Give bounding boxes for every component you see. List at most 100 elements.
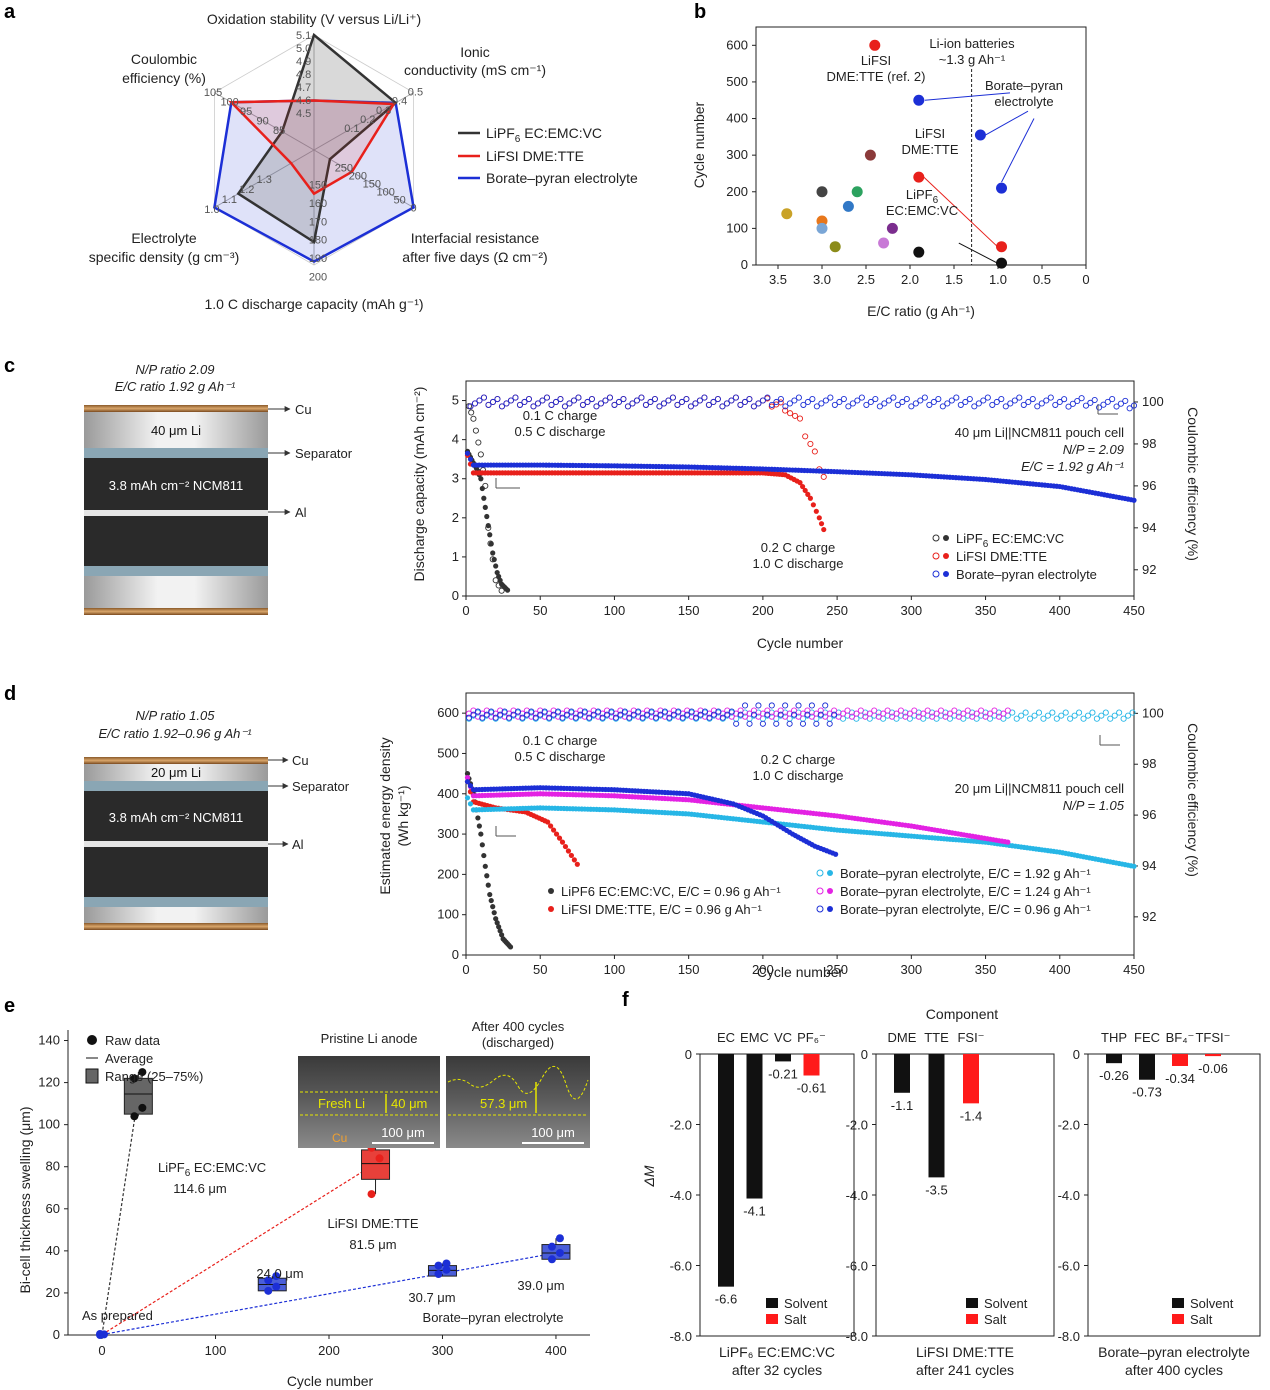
x-tick-label: 450 [1123,603,1145,618]
ce-point [840,395,847,403]
ce-point [995,713,1002,720]
energy-point [568,852,574,859]
d-legend-lipf6: LiPF6 EC:EMC:VC, E/C = 0.96 g Ah⁻¹ [561,884,781,899]
ce-point [468,409,475,416]
ce-point [1080,715,1087,722]
ce-point [1130,402,1138,409]
energy-point [464,775,471,781]
ce-point [1087,399,1094,406]
capacity-point [1131,497,1137,503]
ce-point [687,403,694,410]
radar-tick-label: 0.2 [360,114,375,126]
ce-point [1116,709,1123,716]
ce-point [684,707,691,714]
ce-point [514,708,522,715]
x-tick-label: 2.0 [901,272,919,287]
ce-point [899,398,906,406]
ce-point [656,403,663,410]
capacity-point [482,504,488,510]
y-tick-label: -2.0 [1058,1118,1080,1133]
x-tick-label: 350 [975,603,997,618]
ann-ref-2: DME:TTE (ref. 2) [827,69,926,84]
x-tick-label: 200 [318,1343,340,1358]
ce-point [787,410,794,417]
radar-spoke [214,149,315,208]
ce-point [612,714,619,721]
d-ann-c1: 0.1 C charge [523,733,597,748]
sem-title-after-2: (discharged) [482,1035,554,1050]
raw-data-point [442,1265,451,1274]
ce-point [872,395,879,403]
ce-point [1076,709,1083,716]
scatter-point [842,200,854,212]
raw-data-point [264,1276,273,1285]
ce-point [1104,398,1111,405]
ce-point [492,714,499,721]
panel-label-d: d [4,683,16,705]
ce-point [501,708,508,715]
li-layer [84,764,268,781]
ce-point [964,707,971,714]
ce-point [969,713,976,720]
x-tick-label: 0 [98,1343,105,1358]
capacity-point [813,508,819,514]
legend-salt: Salt [784,1312,807,1327]
ce-point [890,394,897,401]
ce-point [1091,396,1098,404]
ce-point [1129,709,1136,716]
ce-point [670,707,677,714]
ce-point [710,707,717,714]
radar-spoke [313,92,414,151]
ce-point [746,710,753,717]
ce-point [1035,709,1043,716]
radar-tick-label: 200 [309,272,327,284]
ce-point [1069,400,1076,407]
raw-data-point [547,1255,556,1264]
ce-point [1058,712,1065,719]
ce-point [1027,715,1034,722]
ce-point [510,711,517,718]
ce-point [552,398,559,406]
separator-label: Separator [295,446,353,461]
radar-tick-label: 1.0 [204,204,219,216]
raw-data-point [442,1259,451,1268]
bar-category-label: EMC [740,1030,769,1045]
y-tick-label: 40 [46,1243,60,1258]
capacity-point [810,502,816,508]
ce-point [782,407,789,414]
y-tick-label: 20 [46,1285,60,1300]
ce-point [505,714,513,721]
y2-tick-label: 100 [1142,705,1164,720]
ce-point [875,713,882,720]
y-tick-label: -2.0 [670,1118,692,1133]
ce-point [507,397,515,404]
energy-point [485,882,491,888]
ce-point [839,710,847,717]
ce-point [678,398,685,406]
ce-point [827,394,834,401]
ce-point [975,400,982,407]
y-tick-label: 500 [437,745,459,760]
sem-scale-2: 100 μm [531,1125,575,1140]
radar-tick-label: 150 [363,178,381,190]
radar-tick-label: 4.8 [296,69,311,81]
ce-point [786,710,793,717]
y-tick-label: 100 [437,907,459,922]
ce-point [669,394,676,401]
y2-tick-label: 92 [1142,909,1156,924]
y-tick-label: 80 [46,1159,60,1174]
ce-point [1117,400,1124,407]
bar-value-label: -1.4 [960,1108,982,1123]
ce-point [684,711,691,718]
ce-point [893,710,900,717]
ce-point [541,708,548,715]
ce-point [813,403,820,410]
ce-point [817,707,824,714]
d-cell-1: 20 μm Li||NCM811 pouch cell [955,781,1124,796]
c-ann-c4: 1.0 C discharge [752,556,843,571]
c-ann-c2: 0.5 C discharge [514,424,605,439]
d-np-ratio: N/P ratio 1.05 [135,708,215,723]
ce-point [929,713,936,720]
ce-point [831,401,838,408]
raw-data-point [434,1261,443,1270]
